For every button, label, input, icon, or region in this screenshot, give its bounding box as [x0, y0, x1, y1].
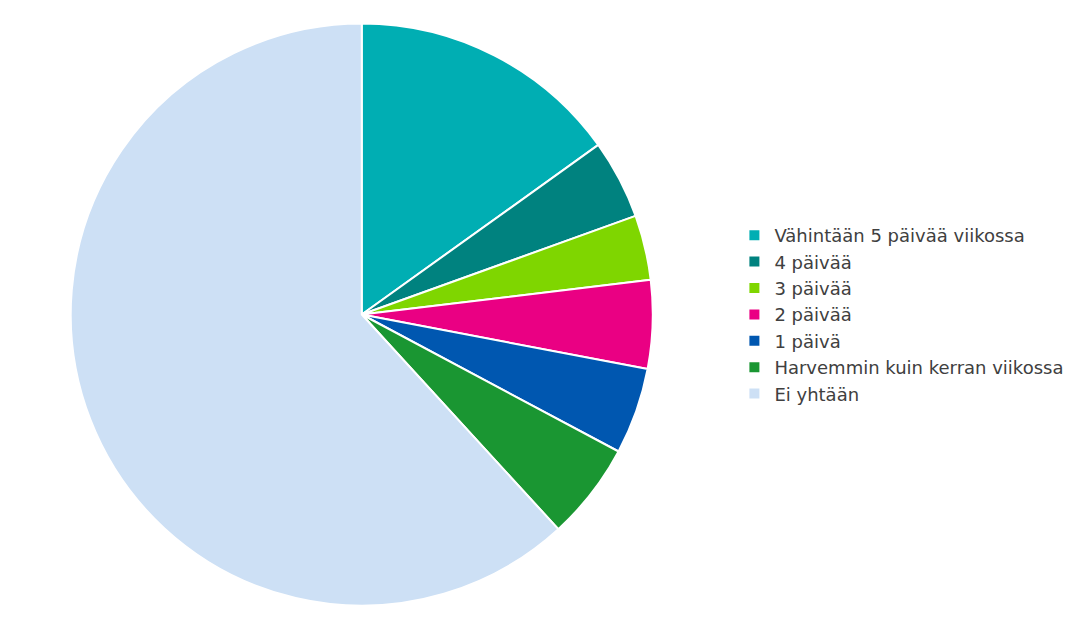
- svg-text:Vähintään 5 päivää viikossa: Vähintään 5 päivää viikossa: [774, 225, 1024, 246]
- svg-text:2 päivää: 2 päivää: [774, 304, 851, 325]
- svg-text:3 päivää: 3 päivää: [774, 278, 851, 299]
- svg-text:1 päivä: 1 päivä: [774, 331, 840, 352]
- svg-text:Harvemmin kuin kerran viikossa: Harvemmin kuin kerran viikossa: [774, 357, 1063, 378]
- svg-text:Ei yhtään: Ei yhtään: [774, 384, 859, 405]
- svg-text:4 päivää: 4 päivää: [774, 252, 851, 273]
